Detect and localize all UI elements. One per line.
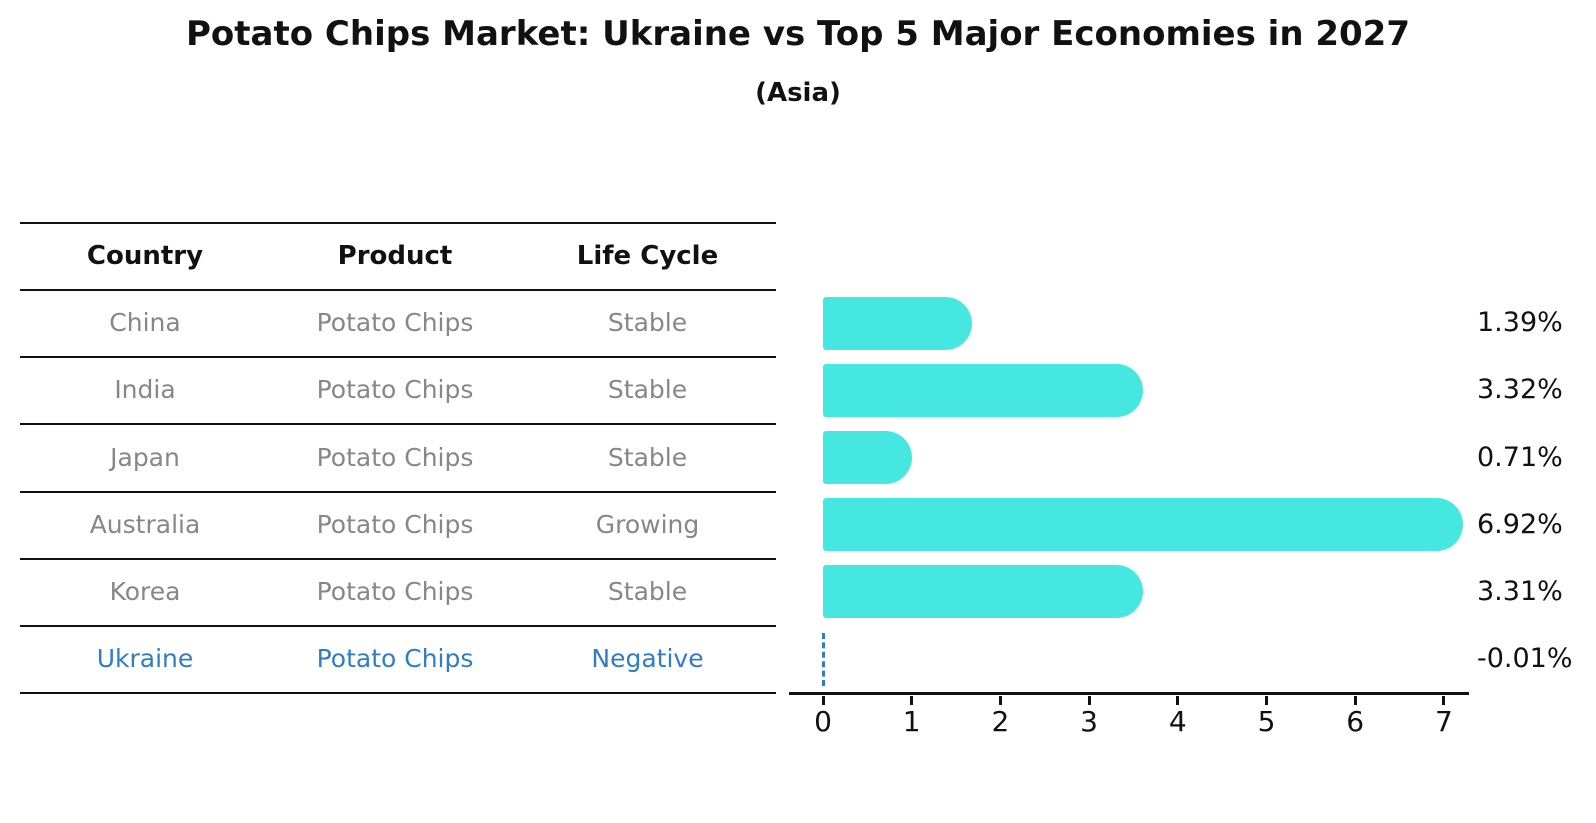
x-axis-tick — [1087, 696, 1091, 705]
x-axis-tick — [910, 696, 914, 705]
column-header-product: Product — [337, 241, 453, 271]
negative-value-marker-ukraine — [822, 632, 825, 686]
value-label-japan: 0.71% — [1477, 441, 1563, 473]
x-axis-tick — [998, 696, 1002, 705]
x-axis-tick — [1265, 696, 1268, 705]
cell-life-cycle: Growing — [595, 509, 700, 539]
value-label-china: 1.39% — [1477, 307, 1563, 339]
cell-country: Australia — [89, 509, 201, 539]
cell-product: Potato Chips — [316, 442, 474, 472]
cell-product: Potato Chips — [316, 644, 474, 674]
table-row-rule — [20, 625, 776, 627]
chart-subtitle: (Asia) — [755, 78, 841, 108]
table-row-rule — [20, 423, 776, 426]
column-header-country: Country — [86, 241, 204, 271]
bar-korea — [823, 565, 1143, 619]
table-row-rule — [20, 356, 776, 359]
table-row-rule — [20, 490, 776, 493]
column-header-life-cycle: Life Cycle — [576, 241, 719, 271]
cell-product: Potato Chips — [316, 576, 474, 606]
cell-country: Japan — [110, 442, 180, 472]
x-axis-tick-label: 0 — [814, 705, 832, 738]
cell-life-cycle: Stable — [607, 442, 688, 472]
x-axis-tick — [1353, 696, 1357, 705]
value-label-india: 3.32% — [1477, 374, 1563, 406]
cell-product: Potato Chips — [316, 509, 474, 539]
cell-country: China — [109, 308, 181, 338]
x-axis-tick-label: 1 — [902, 705, 921, 738]
cell-product: Potato Chips — [316, 375, 474, 405]
x-axis-tick — [1442, 696, 1446, 705]
value-label-ukraine: -0.01% — [1477, 643, 1573, 675]
cell-country: India — [114, 375, 176, 405]
cell-life-cycle: Stable — [607, 375, 688, 405]
bar-china — [823, 296, 973, 350]
x-axis-tick-label: 4 — [1168, 705, 1187, 738]
table-top-rule — [20, 222, 776, 224]
cell-life-cycle: Negative — [591, 644, 704, 674]
x-axis-tick-label: 2 — [991, 705, 1010, 738]
x-axis-tick — [1176, 696, 1180, 705]
cell-life-cycle: Stable — [607, 308, 688, 338]
chart-title: Potato Chips Market: Ukraine vs Top 5 Ma… — [186, 14, 1410, 54]
x-axis-tick-label: 5 — [1257, 705, 1276, 738]
x-axis-tick — [821, 696, 825, 705]
cell-country: Ukraine — [96, 644, 194, 674]
bar-japan — [823, 431, 912, 484]
x-axis-tick-label: 3 — [1080, 705, 1098, 738]
table-row-rule — [20, 557, 776, 560]
bar-india — [823, 363, 1144, 417]
value-label-australia: 6.92% — [1477, 508, 1563, 540]
x-axis-line — [789, 692, 1469, 695]
table-row-rule — [20, 692, 776, 695]
bar-australia — [823, 498, 1463, 552]
cell-country: Korea — [109, 576, 181, 606]
x-axis-tick-label: 6 — [1346, 705, 1365, 738]
x-axis-tick-label: 7 — [1434, 705, 1453, 738]
cell-product: Potato Chips — [316, 308, 474, 338]
table-row-rule — [20, 289, 776, 291]
cell-life-cycle: Stable — [607, 576, 688, 606]
value-label-korea: 3.31% — [1477, 575, 1563, 607]
